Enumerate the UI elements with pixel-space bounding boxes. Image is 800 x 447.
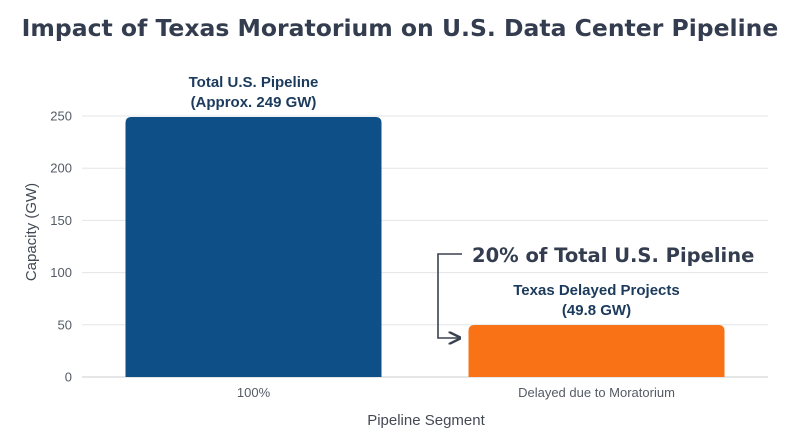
y-tick-label: 200	[50, 161, 72, 176]
x-axis-label: Pipeline Segment	[367, 412, 485, 429]
callout-text: 20% of Total U.S. Pipeline	[472, 244, 754, 267]
bar-annotation: (49.8 GW)	[562, 302, 631, 319]
y-tick-label: 150	[50, 213, 72, 228]
bar-2	[468, 325, 725, 377]
bar-annotation: (Approx. 249 GW)	[191, 94, 317, 111]
y-tick-label: 100	[50, 265, 72, 280]
y-axis-label: Capacity (GW)	[23, 183, 40, 281]
bar-1	[125, 117, 382, 377]
callout-arrow	[437, 253, 462, 338]
x-tick-label: 100%	[237, 385, 271, 400]
chart-title: Impact of Texas Moratorium on U.S. Data …	[21, 14, 779, 42]
y-tick-label: 250	[50, 109, 72, 124]
bar-annotation: Total U.S. Pipeline	[189, 74, 319, 91]
x-tick-label: Delayed due to Moratorium	[518, 385, 675, 400]
bar-annotation: Texas Delayed Projects	[513, 282, 679, 299]
y-tick-label: 0	[65, 370, 72, 385]
y-tick-label: 50	[58, 317, 72, 332]
